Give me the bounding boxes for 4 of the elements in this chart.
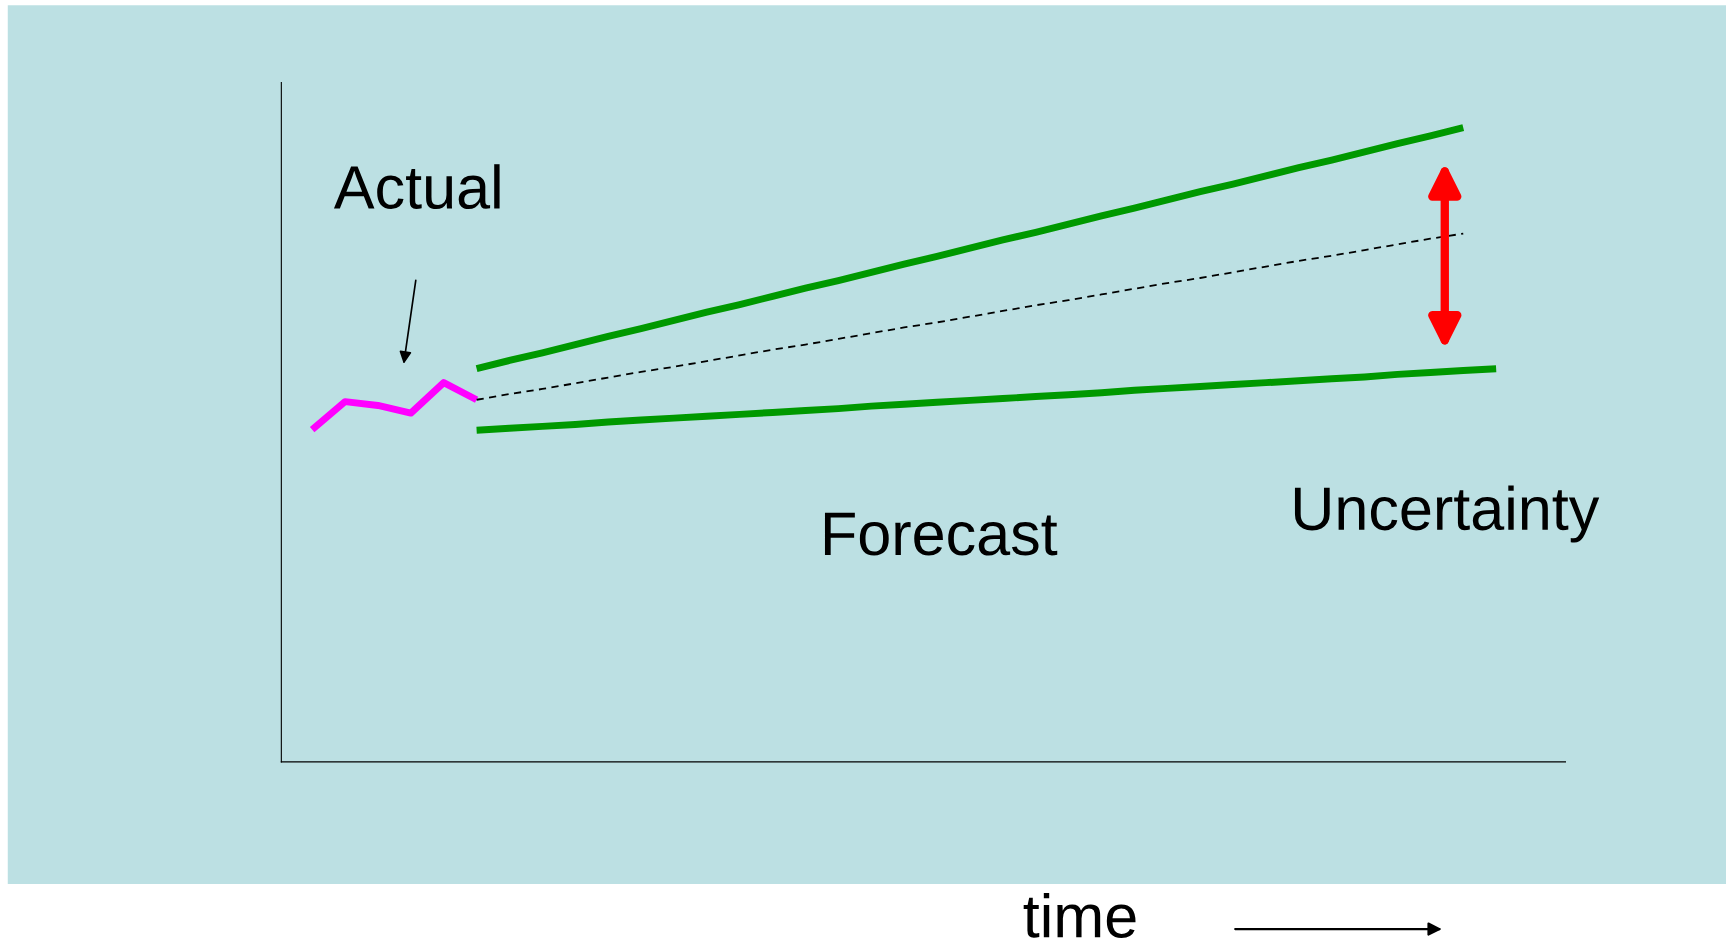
x-axis-title: time [1023,893,1136,938]
annotation: Forecast [824,512,1058,556]
annotation: Actual [333,164,500,210]
annotation: Uncertainty [1294,485,1600,543]
